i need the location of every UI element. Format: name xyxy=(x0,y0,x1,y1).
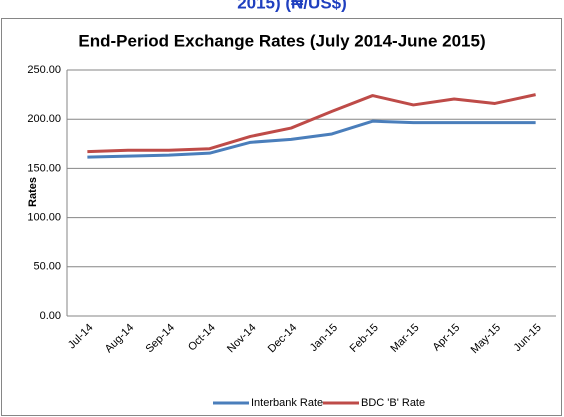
legend-label: BDC 'B' Rate xyxy=(361,397,425,409)
y-tick-label: 200.00 xyxy=(27,113,61,125)
chart-border xyxy=(1,18,562,416)
y-tick-label: 250.00 xyxy=(27,64,61,76)
caption: 2015) (₦/US$) xyxy=(237,0,347,12)
series-line xyxy=(87,119,536,159)
y-tick-label: 50.00 xyxy=(33,261,61,273)
y-tick-label: 100.00 xyxy=(27,212,61,224)
legend-label: Interbank Rate xyxy=(251,397,323,409)
y-axis-label: Rates xyxy=(27,177,39,207)
series-line xyxy=(87,93,536,154)
y-tick-label: 150.00 xyxy=(27,162,61,174)
y-tick-label: 0.00 xyxy=(40,310,61,322)
chart-title: End-Period Exchange Rates (July 2014-Jun… xyxy=(78,31,485,50)
